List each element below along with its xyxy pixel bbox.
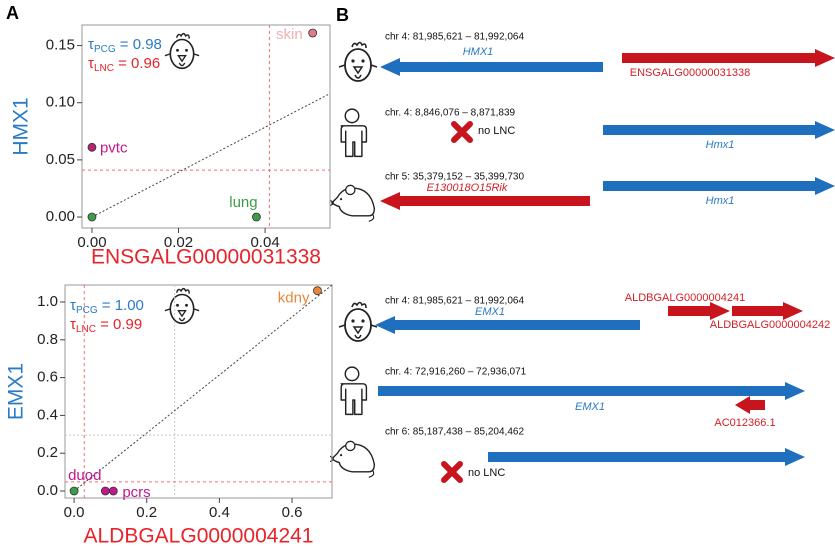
gene-label: ALDBGALG0000004241 xyxy=(625,292,745,304)
point xyxy=(88,143,96,151)
gene-label: Hmx1 xyxy=(706,139,735,151)
gene-label: Hmx1 xyxy=(706,195,735,207)
y-tick-label: 0.0 xyxy=(37,482,58,499)
gene-label: E130018O15Rik xyxy=(427,182,508,194)
gene-arrow xyxy=(375,316,640,334)
point xyxy=(88,213,96,221)
x-axis-label: ENSGALG00000031338 xyxy=(91,246,321,269)
no-lnc-mark xyxy=(444,464,460,480)
tau-stat-part: LNC xyxy=(76,324,96,335)
gene-label: AC012366.1 xyxy=(714,417,775,429)
gene-arrow xyxy=(732,302,803,320)
gene-arrow xyxy=(380,58,603,76)
x-axis-label: ALDBGALG0000004241 xyxy=(83,525,313,548)
mouse-icon xyxy=(330,441,374,477)
point xyxy=(70,487,78,495)
gene-arrow xyxy=(735,396,765,414)
gene-arrow xyxy=(668,302,730,320)
gene-label: ENSGALG00000031338 xyxy=(630,67,750,79)
chicken-icon xyxy=(339,303,377,342)
chromosome-location: chr. 4: 72,916,260 – 72,936,071 xyxy=(385,367,527,378)
gene-arrow xyxy=(488,448,805,466)
tau-stat: τPCG = 1.00 xyxy=(70,297,144,316)
fit-line xyxy=(92,94,330,217)
point xyxy=(252,213,260,221)
y-tick-label: 0.6 xyxy=(37,369,58,386)
tau-stat-part: = 1.00 xyxy=(98,297,144,314)
tau-stat-part: = 0.96 xyxy=(114,55,160,72)
gene-label: ALDBGALG0000004242 xyxy=(710,319,830,331)
tau-stat: τPCG = 0.98 xyxy=(88,36,162,55)
tau-stat-part: = 0.98 xyxy=(116,36,162,53)
chromosome-location: chr 6: 85,187,438 – 85,204,462 xyxy=(385,427,524,438)
chromosome-location: chr 4: 81,985,621 – 81,992,064 xyxy=(385,32,524,43)
tau-stat-part: = 0.99 xyxy=(96,316,142,333)
point xyxy=(309,29,317,37)
point-label: duod xyxy=(68,467,101,484)
y-tick-label: 1.0 xyxy=(37,293,58,310)
y-tick-label: 0.15 xyxy=(46,37,75,54)
y-tick-label: 0.10 xyxy=(46,94,75,111)
y-tick-label: 0.00 xyxy=(46,208,75,225)
x-tick-label: 0.6 xyxy=(282,504,303,521)
no-lnc-label: no LNC xyxy=(468,467,505,479)
chicken-icon xyxy=(165,34,199,69)
tau-stat-part: PCG xyxy=(94,44,116,55)
no-lnc-mark xyxy=(454,124,470,140)
y-tick-label: 0.05 xyxy=(46,151,75,168)
y-tick-label: 0.4 xyxy=(37,406,58,423)
tau-stat: τLNC = 0.99 xyxy=(70,316,142,335)
panel-label: B xyxy=(336,5,349,25)
human-icon xyxy=(341,109,366,156)
point-label: skin xyxy=(276,26,303,43)
gene-diagram: chr 4: 81,985,621 – 81,992,064 HMX1 ENSG… xyxy=(330,32,835,480)
point xyxy=(101,487,109,495)
chicken-icon xyxy=(165,289,199,324)
y-axis-label: HMX1 xyxy=(10,97,33,155)
x-tick-label: 0.2 xyxy=(136,504,157,521)
y-tick-label: 0.2 xyxy=(37,444,58,461)
panel-label: A xyxy=(6,3,19,23)
gene-label: HMX1 xyxy=(463,46,494,58)
tau-stat: τLNC = 0.96 xyxy=(88,55,160,74)
gene-arrow xyxy=(378,382,805,400)
point-label: lung xyxy=(229,194,257,211)
mouse-icon xyxy=(330,185,374,221)
tau-stat-part: PCG xyxy=(76,305,98,316)
tau-stat-part: LNC xyxy=(94,63,114,74)
gene-arrow xyxy=(622,49,835,67)
x-tick-label: 0.0 xyxy=(64,504,85,521)
gene-label: EMX1 xyxy=(575,401,605,413)
figure: A B chr 4: 81,985,621 – 81,992,064 HMX1 … xyxy=(0,0,835,552)
gene-arrow xyxy=(380,192,590,210)
point xyxy=(109,487,117,495)
gene-label: EMX1 xyxy=(475,306,505,318)
point xyxy=(313,287,321,295)
y-axis-label: EMX1 xyxy=(5,363,28,420)
chromosome-location: chr. 4: 8,846,076 – 8,871,839 xyxy=(385,108,516,119)
gene-arrow xyxy=(603,121,835,139)
point-label: pcrs xyxy=(122,484,150,501)
x-tick-label: 0.4 xyxy=(209,504,230,521)
point-label: pvtc xyxy=(100,139,128,156)
no-lnc-label: no LNC xyxy=(478,125,515,137)
point-label: kdny xyxy=(278,290,310,307)
human-icon xyxy=(341,367,366,414)
gene-arrow xyxy=(603,177,835,195)
y-tick-label: 0.8 xyxy=(37,331,58,348)
chicken-icon xyxy=(339,43,377,82)
